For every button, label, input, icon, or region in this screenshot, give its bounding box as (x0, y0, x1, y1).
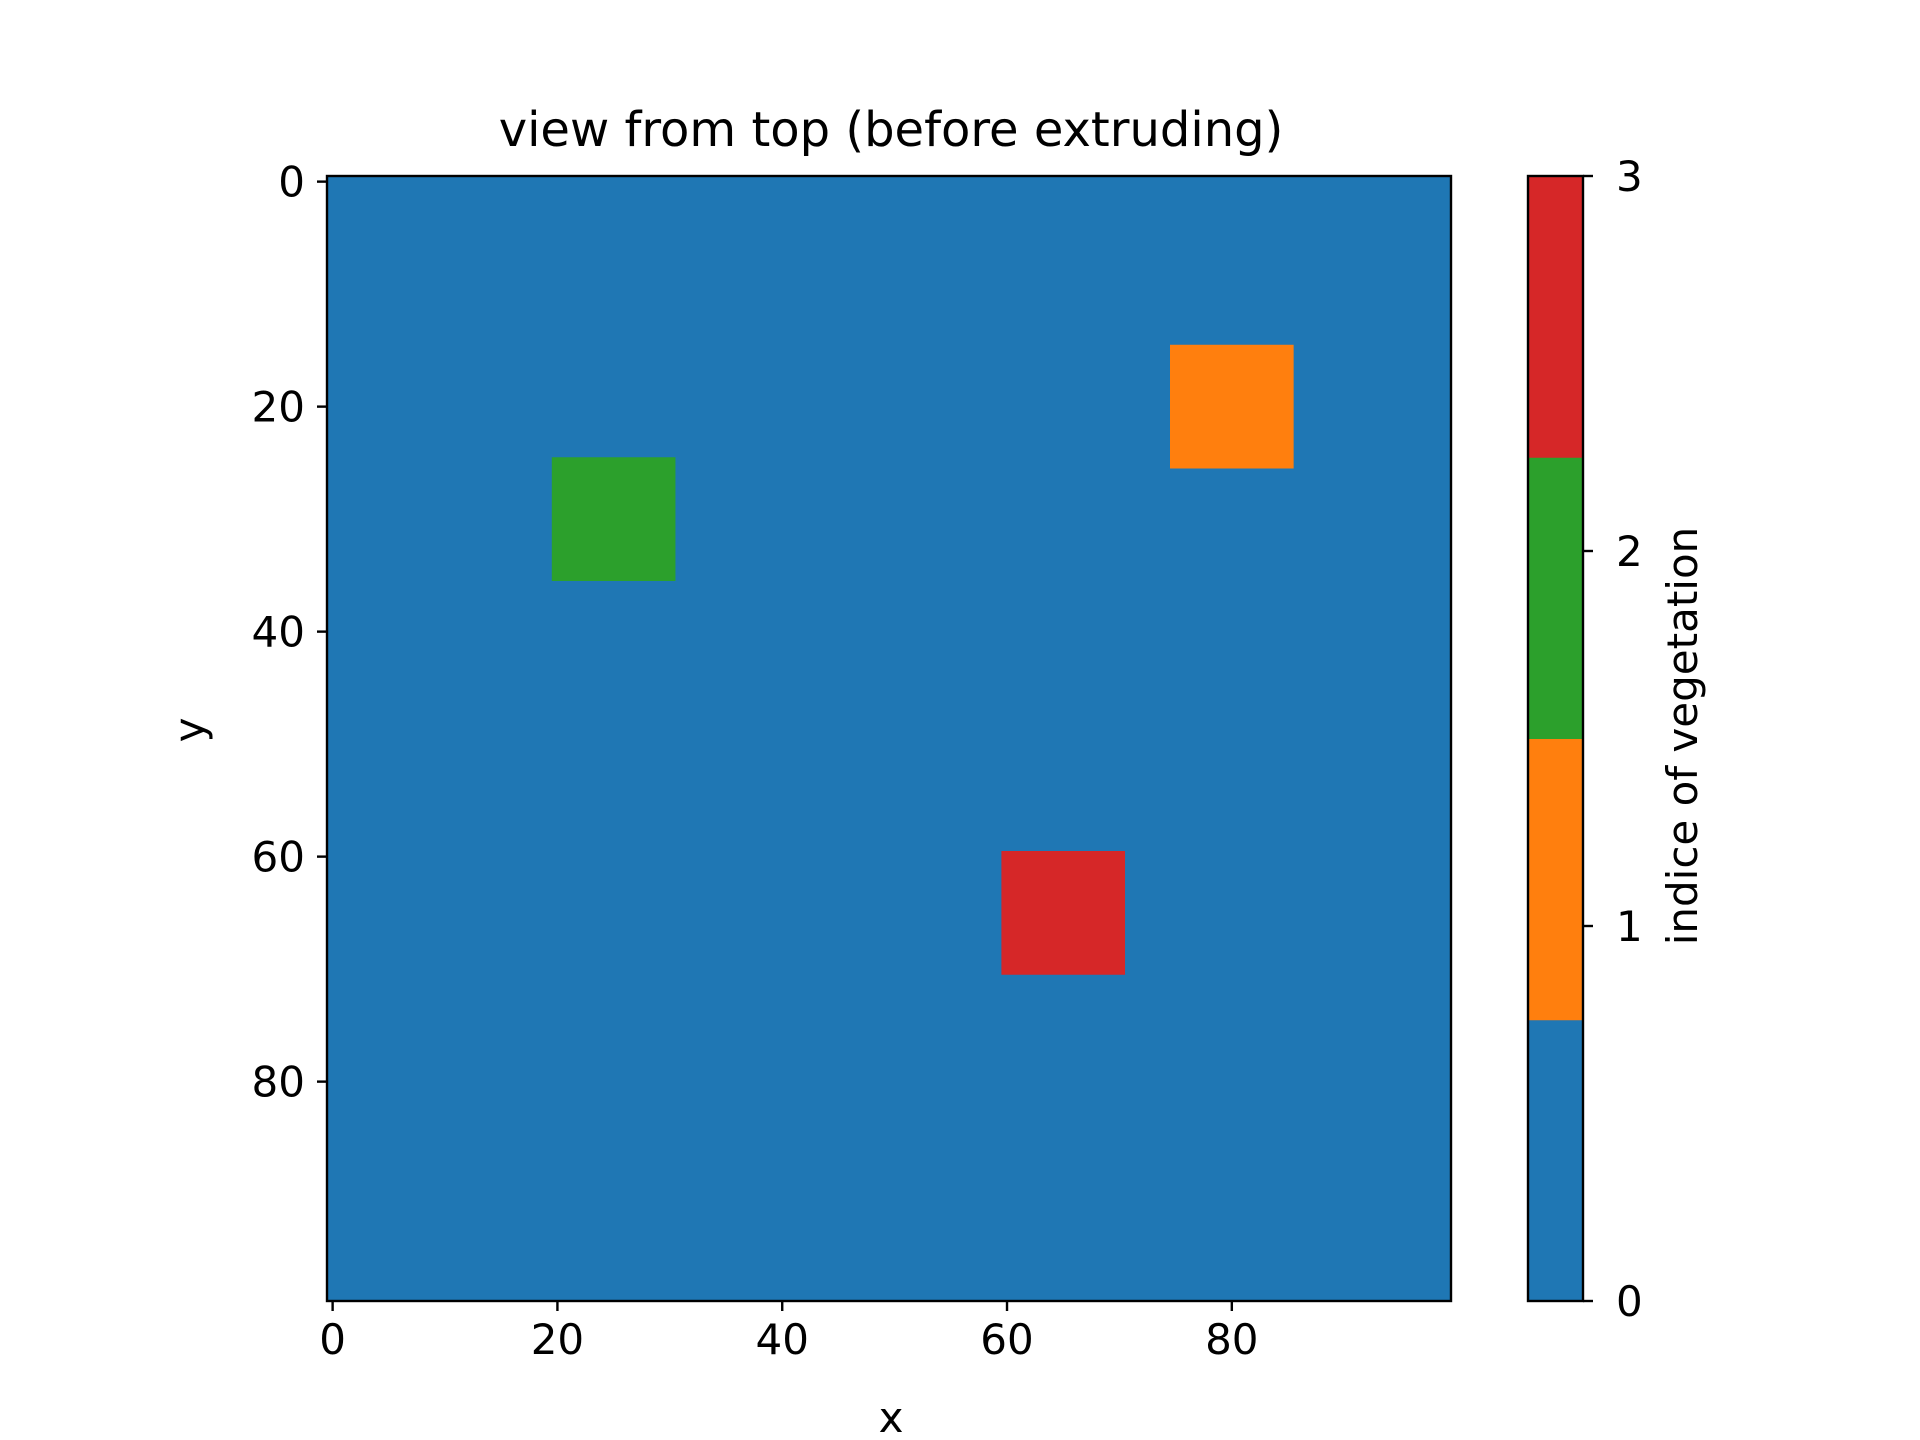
colorbar (1528, 176, 1583, 1302)
colorbar-label: indice of vegetation (1658, 527, 1707, 946)
heatmap-region-2 (551, 457, 676, 581)
colorbar-segment-3 (1528, 176, 1583, 458)
colorbar-segment-2 (1528, 457, 1583, 739)
chart-title: view from top (before extruding) (499, 102, 1284, 158)
heatmap-region-3 (1001, 851, 1126, 975)
plot-frame (325, 174, 1453, 1303)
y-axis-label: y (165, 718, 214, 743)
colorbar-segment-0 (1528, 1019, 1583, 1302)
y-tick-label: 0 (278, 158, 305, 207)
colorbar-tick-label: 0 (1616, 1277, 1643, 1326)
x-tick-label: 80 (1205, 1315, 1258, 1364)
x-axis-label: x (879, 1393, 904, 1440)
heatmap (327, 176, 1451, 1301)
y-axis-ticks: 0 20 40 60 80 (252, 158, 327, 1107)
colorbar-segment-1 (1528, 738, 1583, 1021)
x-tick-label: 60 (980, 1315, 1033, 1364)
colorbar-tick-label: 3 (1616, 152, 1643, 201)
y-tick-label: 60 (252, 833, 305, 882)
colorbar-ticks: 0 1 2 3 (1583, 152, 1643, 1326)
y-tick-label: 80 (252, 1058, 305, 1107)
x-tick-label: 40 (755, 1315, 808, 1364)
x-tick-label: 20 (531, 1315, 584, 1364)
x-axis-ticks: 0 20 40 60 80 (319, 1301, 1259, 1364)
y-tick-label: 40 (252, 608, 305, 657)
heatmap-region-1 (1170, 344, 1294, 469)
y-tick-label: 20 (252, 383, 305, 432)
colorbar-tick-label: 1 (1616, 902, 1643, 951)
colorbar-frame (1526, 174, 1585, 1303)
colorbar-tick-label: 2 (1616, 527, 1643, 576)
x-tick-label: 0 (319, 1315, 346, 1364)
